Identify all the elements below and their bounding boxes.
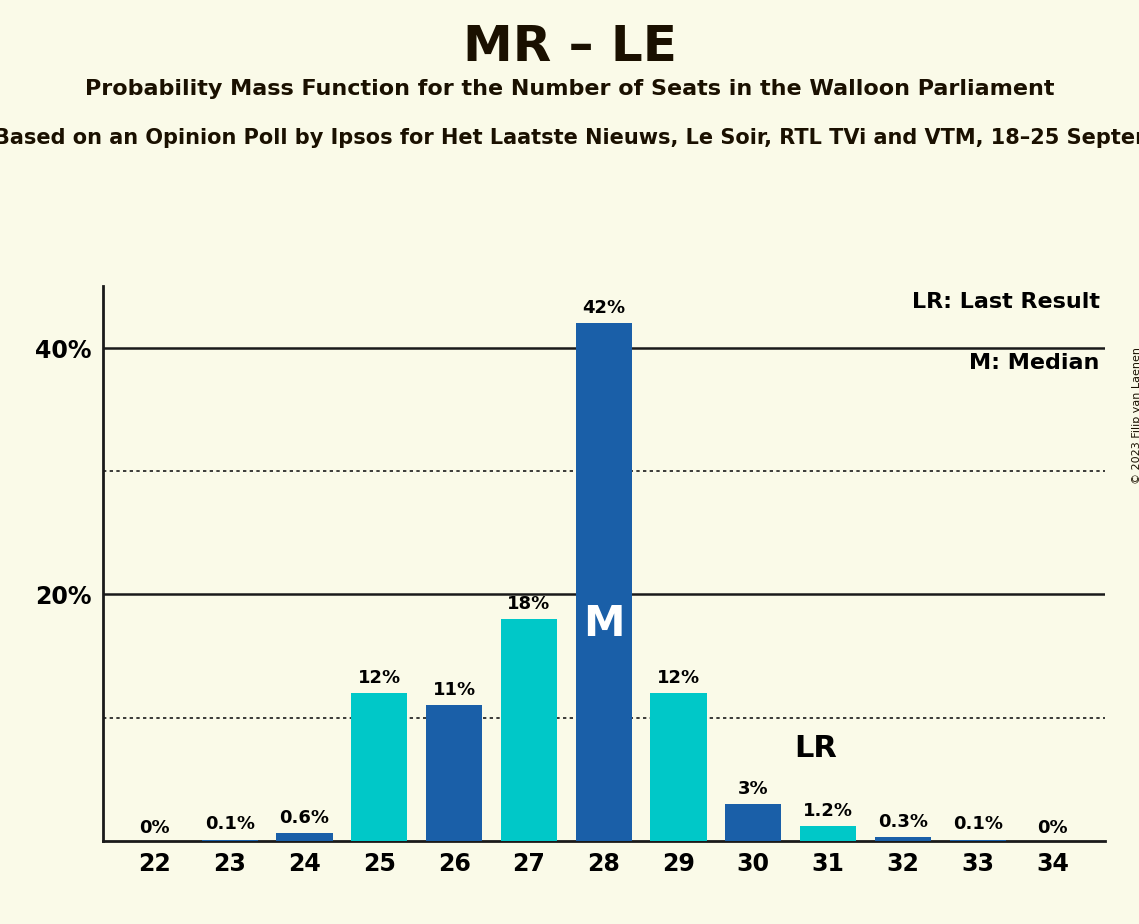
Text: LR: Last Result: LR: Last Result [912,292,1100,312]
Text: 42%: 42% [582,299,625,317]
Text: 0.1%: 0.1% [205,816,255,833]
Text: M: M [583,602,624,645]
Bar [351,693,408,841]
Bar [575,323,632,841]
Bar [277,833,333,841]
Bar [426,705,482,841]
Text: 3%: 3% [738,780,769,797]
Text: MR – LE: MR – LE [462,23,677,71]
Text: 0%: 0% [1038,820,1067,837]
Text: © 2023 Filip van Laenen: © 2023 Filip van Laenen [1132,347,1139,484]
Bar [501,619,557,841]
Text: 11%: 11% [433,681,476,699]
Text: Based on an Opinion Poll by Ipsos for Het Laatste Nieuws, Le Soir, RTL TVi and V: Based on an Opinion Poll by Ipsos for He… [0,128,1139,148]
Text: 12%: 12% [358,669,401,687]
Bar [202,840,257,841]
Text: 12%: 12% [657,669,700,687]
Bar [875,837,931,841]
Text: 0%: 0% [140,820,170,837]
Text: M: Median: M: Median [969,353,1100,373]
Text: Probability Mass Function for the Number of Seats in the Walloon Parliament: Probability Mass Function for the Number… [84,79,1055,99]
Bar [800,826,857,841]
Text: 18%: 18% [507,595,550,613]
Bar [950,840,1006,841]
Text: LR: LR [794,734,837,763]
Bar [650,693,706,841]
Bar [726,804,781,841]
Text: 0.6%: 0.6% [279,809,329,827]
Text: 1.2%: 1.2% [803,802,853,820]
Text: 0.1%: 0.1% [952,816,1002,833]
Text: 0.3%: 0.3% [878,813,928,831]
